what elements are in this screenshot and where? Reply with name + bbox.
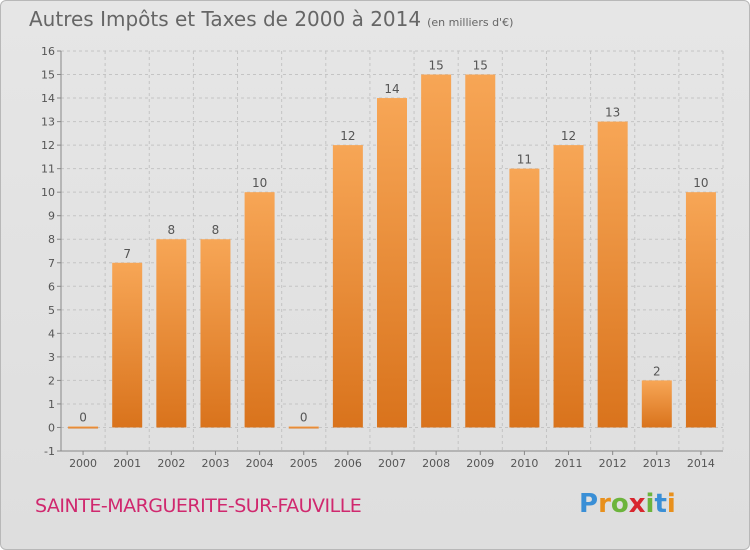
x-tick-label: 2001: [113, 457, 141, 470]
bars: [68, 74, 716, 429]
x-tick-label: 2014: [687, 457, 715, 470]
x-tick-label: 2011: [555, 457, 583, 470]
x-tick-label: 2006: [334, 457, 362, 470]
data-label: 11: [517, 153, 532, 167]
data-label: 10: [252, 176, 267, 190]
x-tick-label: 2012: [599, 457, 627, 470]
logo-letter: i: [645, 489, 655, 519]
y-tick-label: 9: [48, 210, 55, 223]
data-label: 14: [384, 82, 399, 96]
y-tick-label: 8: [48, 233, 55, 246]
data-label: 13: [605, 106, 620, 120]
logo-letter: x: [628, 489, 646, 519]
data-label: 7: [123, 247, 131, 261]
bar-2013: [641, 380, 672, 428]
bar-2009: [465, 74, 496, 428]
logo-letter: o: [610, 489, 629, 519]
y-tick-label: 2: [48, 374, 55, 387]
chart-title-text: Autres Impôts et Taxes de 2000 à 2014: [29, 7, 422, 31]
y-tick-label: 5: [48, 304, 55, 317]
bar-2008: [421, 74, 452, 428]
data-label: 10: [693, 176, 708, 190]
logo-letter: t: [654, 489, 667, 519]
data-label: 12: [340, 129, 355, 143]
y-tick-label: 7: [48, 257, 55, 270]
y-tick-label: 0: [48, 421, 55, 434]
bar-2006: [332, 145, 363, 428]
data-label: 8: [212, 223, 220, 237]
data-label: 2: [653, 364, 661, 378]
data-label: 15: [473, 59, 488, 73]
logo-letter: i: [666, 489, 676, 519]
bar-2003: [200, 239, 231, 428]
data-label: 12: [561, 129, 576, 143]
x-tick-label: 2003: [201, 457, 229, 470]
x-tick-label: 2010: [510, 457, 538, 470]
data-labels: 0 7 8 8 10 0 12 14 15 15 11 12 13 2 10: [79, 59, 708, 425]
bar-2011: [553, 145, 584, 428]
y-tick-label: -1: [44, 445, 55, 458]
x-tick-label: 2008: [422, 457, 450, 470]
bar-2000: [68, 426, 99, 429]
data-label: 15: [428, 59, 443, 73]
bar-2002: [156, 239, 187, 428]
data-label: 8: [168, 223, 176, 237]
data-label: 0: [79, 410, 87, 424]
chart-subtitle: (en milliers d'€): [427, 16, 514, 29]
y-tick-label: 16: [41, 45, 55, 58]
x-tick-label: 2013: [643, 457, 671, 470]
y-tick-label: 13: [41, 116, 55, 129]
y-tick-label: 12: [41, 139, 55, 152]
y-tick-label: 1: [48, 398, 55, 411]
commune-name: SAINTE-MARGUERITE-SUR-FAUVILLE: [35, 495, 362, 517]
y-tick-label: 10: [41, 186, 55, 199]
y-tick-label: 4: [48, 327, 55, 340]
y-tick-label: 15: [41, 69, 55, 82]
bar-2001: [112, 262, 143, 428]
bar-2007: [377, 98, 407, 428]
logo-letter: P: [579, 489, 599, 519]
x-tick-label: 2002: [157, 457, 185, 470]
y-tick-label: 11: [41, 163, 55, 176]
chart-title: Autres Impôts et Taxes de 2000 à 2014 (en…: [29, 7, 513, 31]
bar-2004: [244, 192, 275, 428]
y-tick-label: 3: [48, 351, 55, 364]
y-tick-label: 14: [41, 92, 55, 105]
bar-2012: [597, 121, 628, 428]
x-tick-label: 2000: [69, 457, 97, 470]
x-tick-label: 2009: [466, 457, 494, 470]
proxiti-logo: Proxiti: [579, 489, 676, 519]
bar-2010: [509, 168, 540, 428]
logo-letter: r: [598, 489, 611, 519]
x-tick-label: 2007: [378, 457, 406, 470]
bar-2005: [288, 426, 319, 429]
y-tick-label: 6: [48, 280, 55, 293]
bar-2014: [685, 192, 716, 428]
data-label: 0: [300, 410, 308, 424]
x-tick-label: 2004: [246, 457, 274, 470]
x-tick-label: 2005: [290, 457, 318, 470]
